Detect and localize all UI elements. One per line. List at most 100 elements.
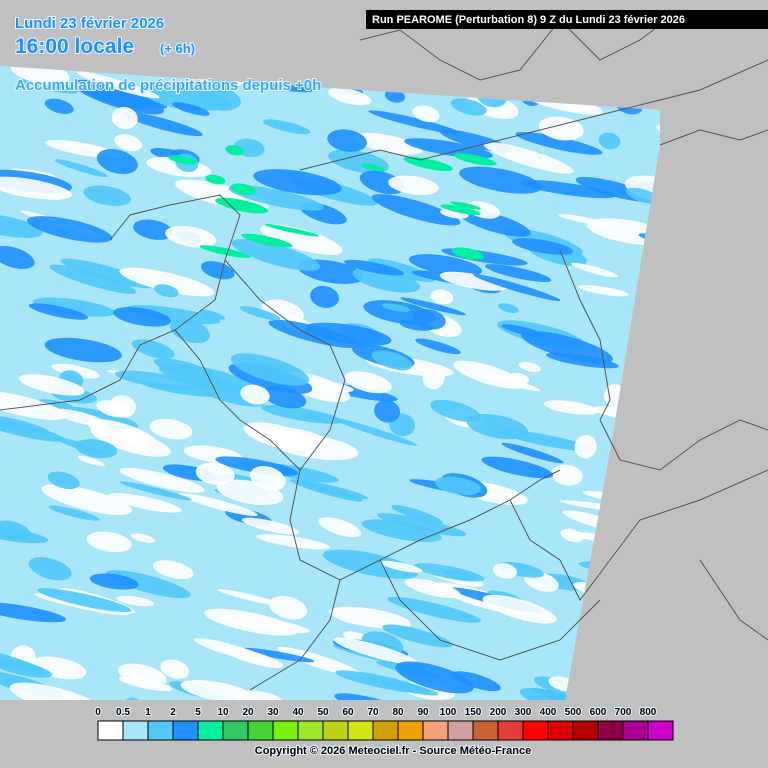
rain-patch [412, 309, 446, 330]
rain-patch [83, 185, 131, 206]
legend-label: 0 [95, 707, 101, 718]
rain-patch [0, 390, 67, 420]
rain-patch [33, 297, 116, 317]
rain-patch [404, 138, 493, 159]
rain-patch [168, 155, 197, 165]
legend-swatch [622, 720, 649, 741]
border [289, 469, 561, 581]
rain-patch [403, 156, 453, 172]
rain-patch [328, 87, 372, 106]
legend-label: 400 [540, 707, 557, 718]
rain-patch [400, 297, 466, 316]
rain-patch [384, 89, 406, 103]
rain-patch [0, 418, 66, 442]
legend-swatch [147, 720, 174, 741]
legend-label: 800 [640, 707, 657, 718]
legend-swatch [647, 720, 674, 741]
rain-patch [241, 233, 293, 248]
rain-patch [262, 119, 311, 135]
rain-patch [453, 153, 497, 166]
legend-swatch [447, 720, 474, 741]
rain-patch [220, 614, 310, 634]
rain-patch [352, 267, 421, 293]
rain-patch [260, 224, 343, 255]
rain-patch [240, 384, 270, 405]
rain-patch [521, 331, 613, 364]
legend-label: 0.5 [116, 707, 130, 718]
rain-patch [518, 361, 541, 372]
rain-patch [481, 456, 554, 479]
rain-patch [119, 267, 215, 297]
legend-swatch [597, 720, 624, 741]
rain-patch [361, 519, 442, 543]
legend-swatch [572, 720, 599, 741]
legend-swatch [297, 720, 324, 741]
rain-patch [374, 399, 401, 423]
border [249, 579, 341, 691]
rain-patch [48, 505, 100, 521]
rain-patch [108, 493, 182, 513]
borders [0, 9, 768, 691]
rain-patch [222, 647, 284, 669]
rain-patch [75, 439, 118, 459]
rain-patch [305, 322, 392, 346]
rain-patch [153, 358, 219, 382]
rain-patch [333, 637, 417, 665]
rain-patch [380, 560, 423, 573]
rain-patch [241, 517, 300, 535]
rain-patch [10, 66, 70, 86]
rain-patch [133, 219, 173, 240]
rain-patch [256, 534, 330, 550]
rain-patch [199, 309, 226, 320]
rain-patch [253, 169, 342, 196]
legend-label: 100 [440, 707, 457, 718]
rain-patch [122, 111, 203, 137]
rain-patch [551, 464, 583, 486]
legend-label: 80 [392, 707, 404, 718]
rain-patch [114, 370, 198, 390]
rain-patch [310, 285, 339, 308]
legend-swatch [397, 720, 424, 741]
rain-patch [444, 570, 476, 581]
rain-patch [391, 504, 444, 525]
rain-patch [47, 471, 80, 490]
rain-patch [387, 596, 482, 623]
rain-patch [169, 318, 211, 344]
rain-patch [368, 110, 462, 135]
rain-patch [440, 204, 481, 216]
rain-patch [380, 680, 439, 696]
legend-label: 150 [465, 707, 482, 718]
rain-patch [492, 563, 518, 579]
rain-patch [0, 602, 67, 623]
rain-patch [371, 194, 461, 226]
rain-patch [76, 71, 160, 99]
rain-patch [334, 693, 409, 700]
rain-patch [268, 319, 361, 349]
rain-patch [51, 363, 100, 379]
rain-patch [54, 159, 108, 178]
rain-patch [515, 131, 603, 155]
rain-patch [332, 417, 418, 446]
rain-patch [198, 87, 241, 111]
border [509, 469, 768, 601]
rain-patch [430, 399, 481, 422]
rain-patch [77, 455, 105, 467]
rain-patch [165, 225, 217, 248]
rain-patch [172, 102, 210, 116]
rain-patch [152, 560, 194, 580]
rain-patch [395, 661, 474, 694]
rain-patch [276, 646, 364, 678]
rain-patch [0, 646, 46, 674]
legend-label: 30 [267, 707, 279, 718]
rain-patch [86, 531, 132, 553]
rain-patch [344, 371, 392, 394]
rain-patch [520, 180, 616, 199]
rain-patch [9, 682, 107, 700]
coast [299, 59, 768, 171]
rain-patch [483, 142, 574, 174]
rain-patch [451, 247, 485, 260]
rain-patch [44, 98, 74, 114]
rain-patch [215, 197, 269, 214]
rain-patch [382, 624, 453, 648]
